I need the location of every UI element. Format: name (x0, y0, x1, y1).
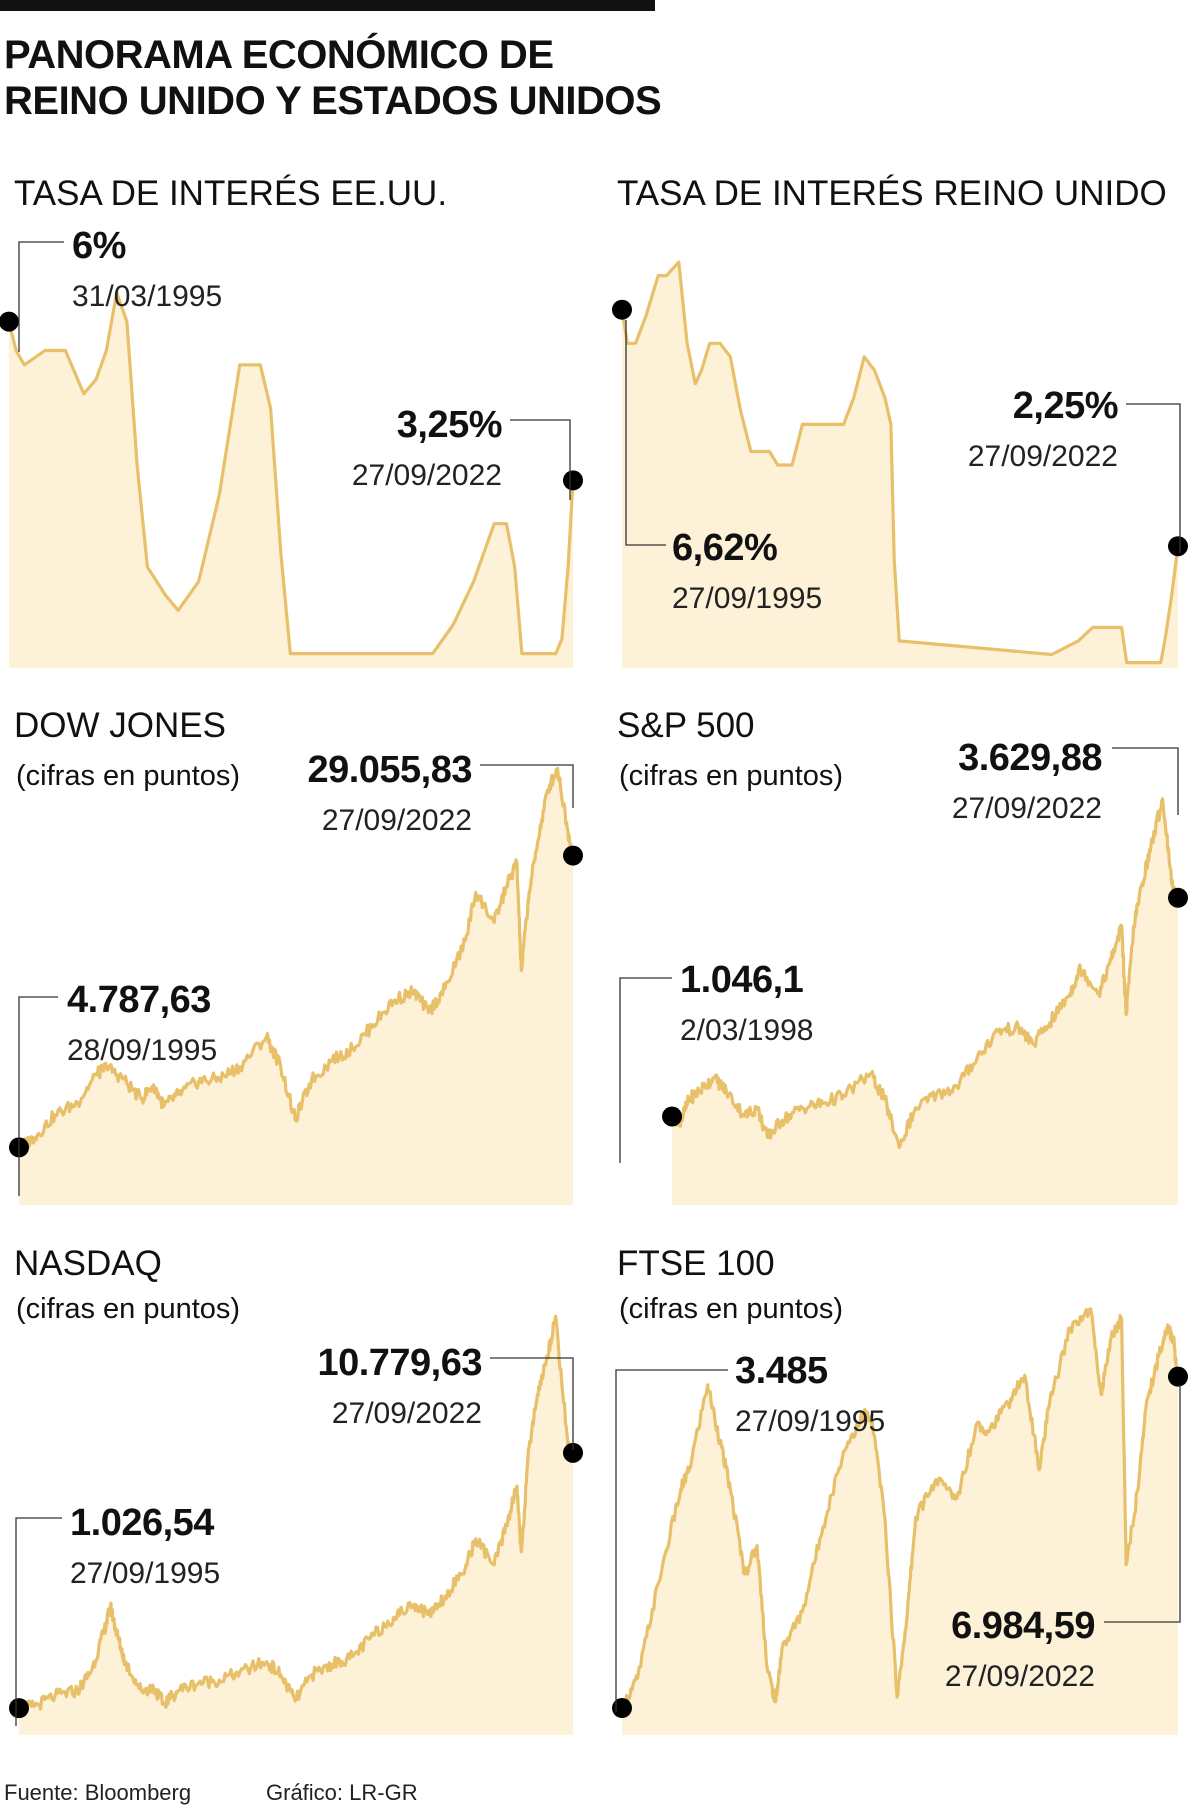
start-point-marker (0, 311, 19, 332)
annotation-value: 6.984,59 (951, 1605, 1095, 1647)
annotation-leader-line (615, 1369, 728, 1712)
annotation-date: 31/03/1995 (72, 280, 222, 313)
annotation-leader-line (1112, 747, 1179, 815)
start-point-marker (662, 1106, 683, 1127)
annotation-date: 27/09/2022 (352, 459, 502, 492)
chart-uk-rate: TASA DE INTERÉS REINO UNIDO 2,25% 27/09/20… (612, 174, 1188, 668)
start-point-marker (9, 1698, 29, 1719)
end-point-marker (1168, 536, 1188, 557)
annotation-value: 1.046,1 (680, 959, 804, 1001)
series-line (18, 766, 575, 1151)
chart-sp500: S&P 500 (cifras en puntos) 3.629,88 27/09/2… (617, 706, 1188, 1205)
end-point-marker (1168, 887, 1188, 908)
start-point-marker (612, 1698, 632, 1719)
chart-title: TASA DE INTERÉS EE.UU. (14, 174, 447, 213)
annotation-value: 10.779,63 (317, 1342, 482, 1384)
annotation-date: 27/09/2022 (968, 440, 1118, 473)
annotation-leader-line (18, 241, 64, 352)
annotation-leader-line (625, 320, 666, 546)
chart-title: DOW JONES (14, 706, 226, 745)
annotation-date: 27/09/2022 (322, 804, 472, 837)
annotation-date: 27/09/1995 (672, 582, 822, 615)
end-point-marker (1168, 1366, 1188, 1387)
credit-note: Gráfico: LR-GR (266, 1780, 418, 1805)
annotation-leader-line (1104, 1385, 1181, 1623)
annotation-value: 3.629,88 (958, 737, 1102, 779)
chart-title: FTSE 100 (617, 1244, 775, 1283)
source-note: Fuente: Bloomberg (4, 1780, 192, 1805)
page-title: PANORAMA ECONÓMICO DE REINO UNIDO Y ESTA… (4, 32, 704, 124)
chart-title: TASA DE INTERÉS REINO UNIDO (617, 174, 1167, 213)
annotation-date: 2/03/1998 (680, 1014, 813, 1047)
annotation-leader-line (490, 1357, 574, 1450)
annotation-date: 27/09/1995 (735, 1405, 885, 1438)
end-point-marker (563, 470, 583, 491)
chart-subtitle: (cifras en puntos) (619, 760, 843, 792)
chart-nasdaq: NASDAQ (cifras en puntos) 10.779,63 27/09/2… (9, 1244, 583, 1735)
series-line (670, 797, 1180, 1150)
annotation-leader-line (619, 977, 672, 1163)
annotation-value: 1.026,54 (70, 1502, 214, 1544)
series-area (622, 1308, 1178, 1735)
top-rule (0, 0, 655, 11)
annotation-value: 4.787,63 (67, 979, 211, 1021)
chart-dow: DOW JONES (cifras en puntos) 29.055,83 27/0… (9, 706, 583, 1205)
annotation-date: 27/09/1995 (70, 1557, 220, 1590)
annotation-leader-line (510, 419, 571, 500)
page-title-line-2: REINO UNIDO Y ESTADOS UNIDOS (4, 79, 662, 123)
series-area (672, 798, 1178, 1205)
annotation-date: 27/09/2022 (945, 1660, 1095, 1693)
annotation-leader-line (1126, 403, 1181, 553)
annotation-value: 2,25% (1013, 385, 1118, 427)
annotation-date: 27/09/2022 (952, 792, 1102, 825)
series-area (8, 292, 573, 668)
series-line (620, 1307, 1180, 1712)
chart-title: NASDAQ (14, 1244, 162, 1283)
start-point-marker (612, 299, 632, 320)
annotation-leader-line (480, 764, 574, 808)
series-line (7, 291, 575, 656)
annotation-date: 27/09/2022 (332, 1397, 482, 1430)
annotation-value: 29.055,83 (307, 749, 472, 791)
annotation-leader-line (15, 1517, 62, 1726)
chart-subtitle: (cifras en puntos) (16, 760, 240, 792)
end-point-marker (563, 1442, 583, 1463)
page-title-line-1: PANORAMA ECONÓMICO DE (4, 33, 554, 77)
series-area (19, 768, 573, 1205)
chart-subtitle: (cifras en puntos) (619, 1293, 843, 1325)
chart-ftse: FTSE 100 (cifras en puntos) 3.485 27/09/199… (612, 1244, 1188, 1735)
annotation-date: 28/09/1995 (67, 1034, 217, 1067)
chart-us-rate: TASA DE INTERÉS EE.UU. 6% 31/03/1995 3,25% 2… (0, 174, 583, 668)
annotation-value: 3.485 (735, 1350, 828, 1392)
annotation-value: 6,62% (672, 527, 777, 569)
annotation-value: 3,25% (397, 404, 502, 446)
series-line (620, 260, 1180, 665)
annotation-leader-line (18, 996, 58, 1196)
end-point-marker (563, 845, 583, 866)
annotation-value: 6% (72, 225, 126, 267)
chart-title: S&P 500 (617, 706, 755, 745)
series-area (622, 262, 1178, 668)
series-area (19, 1316, 573, 1735)
chart-subtitle: (cifras en puntos) (16, 1293, 240, 1325)
series-line (17, 1314, 575, 1715)
